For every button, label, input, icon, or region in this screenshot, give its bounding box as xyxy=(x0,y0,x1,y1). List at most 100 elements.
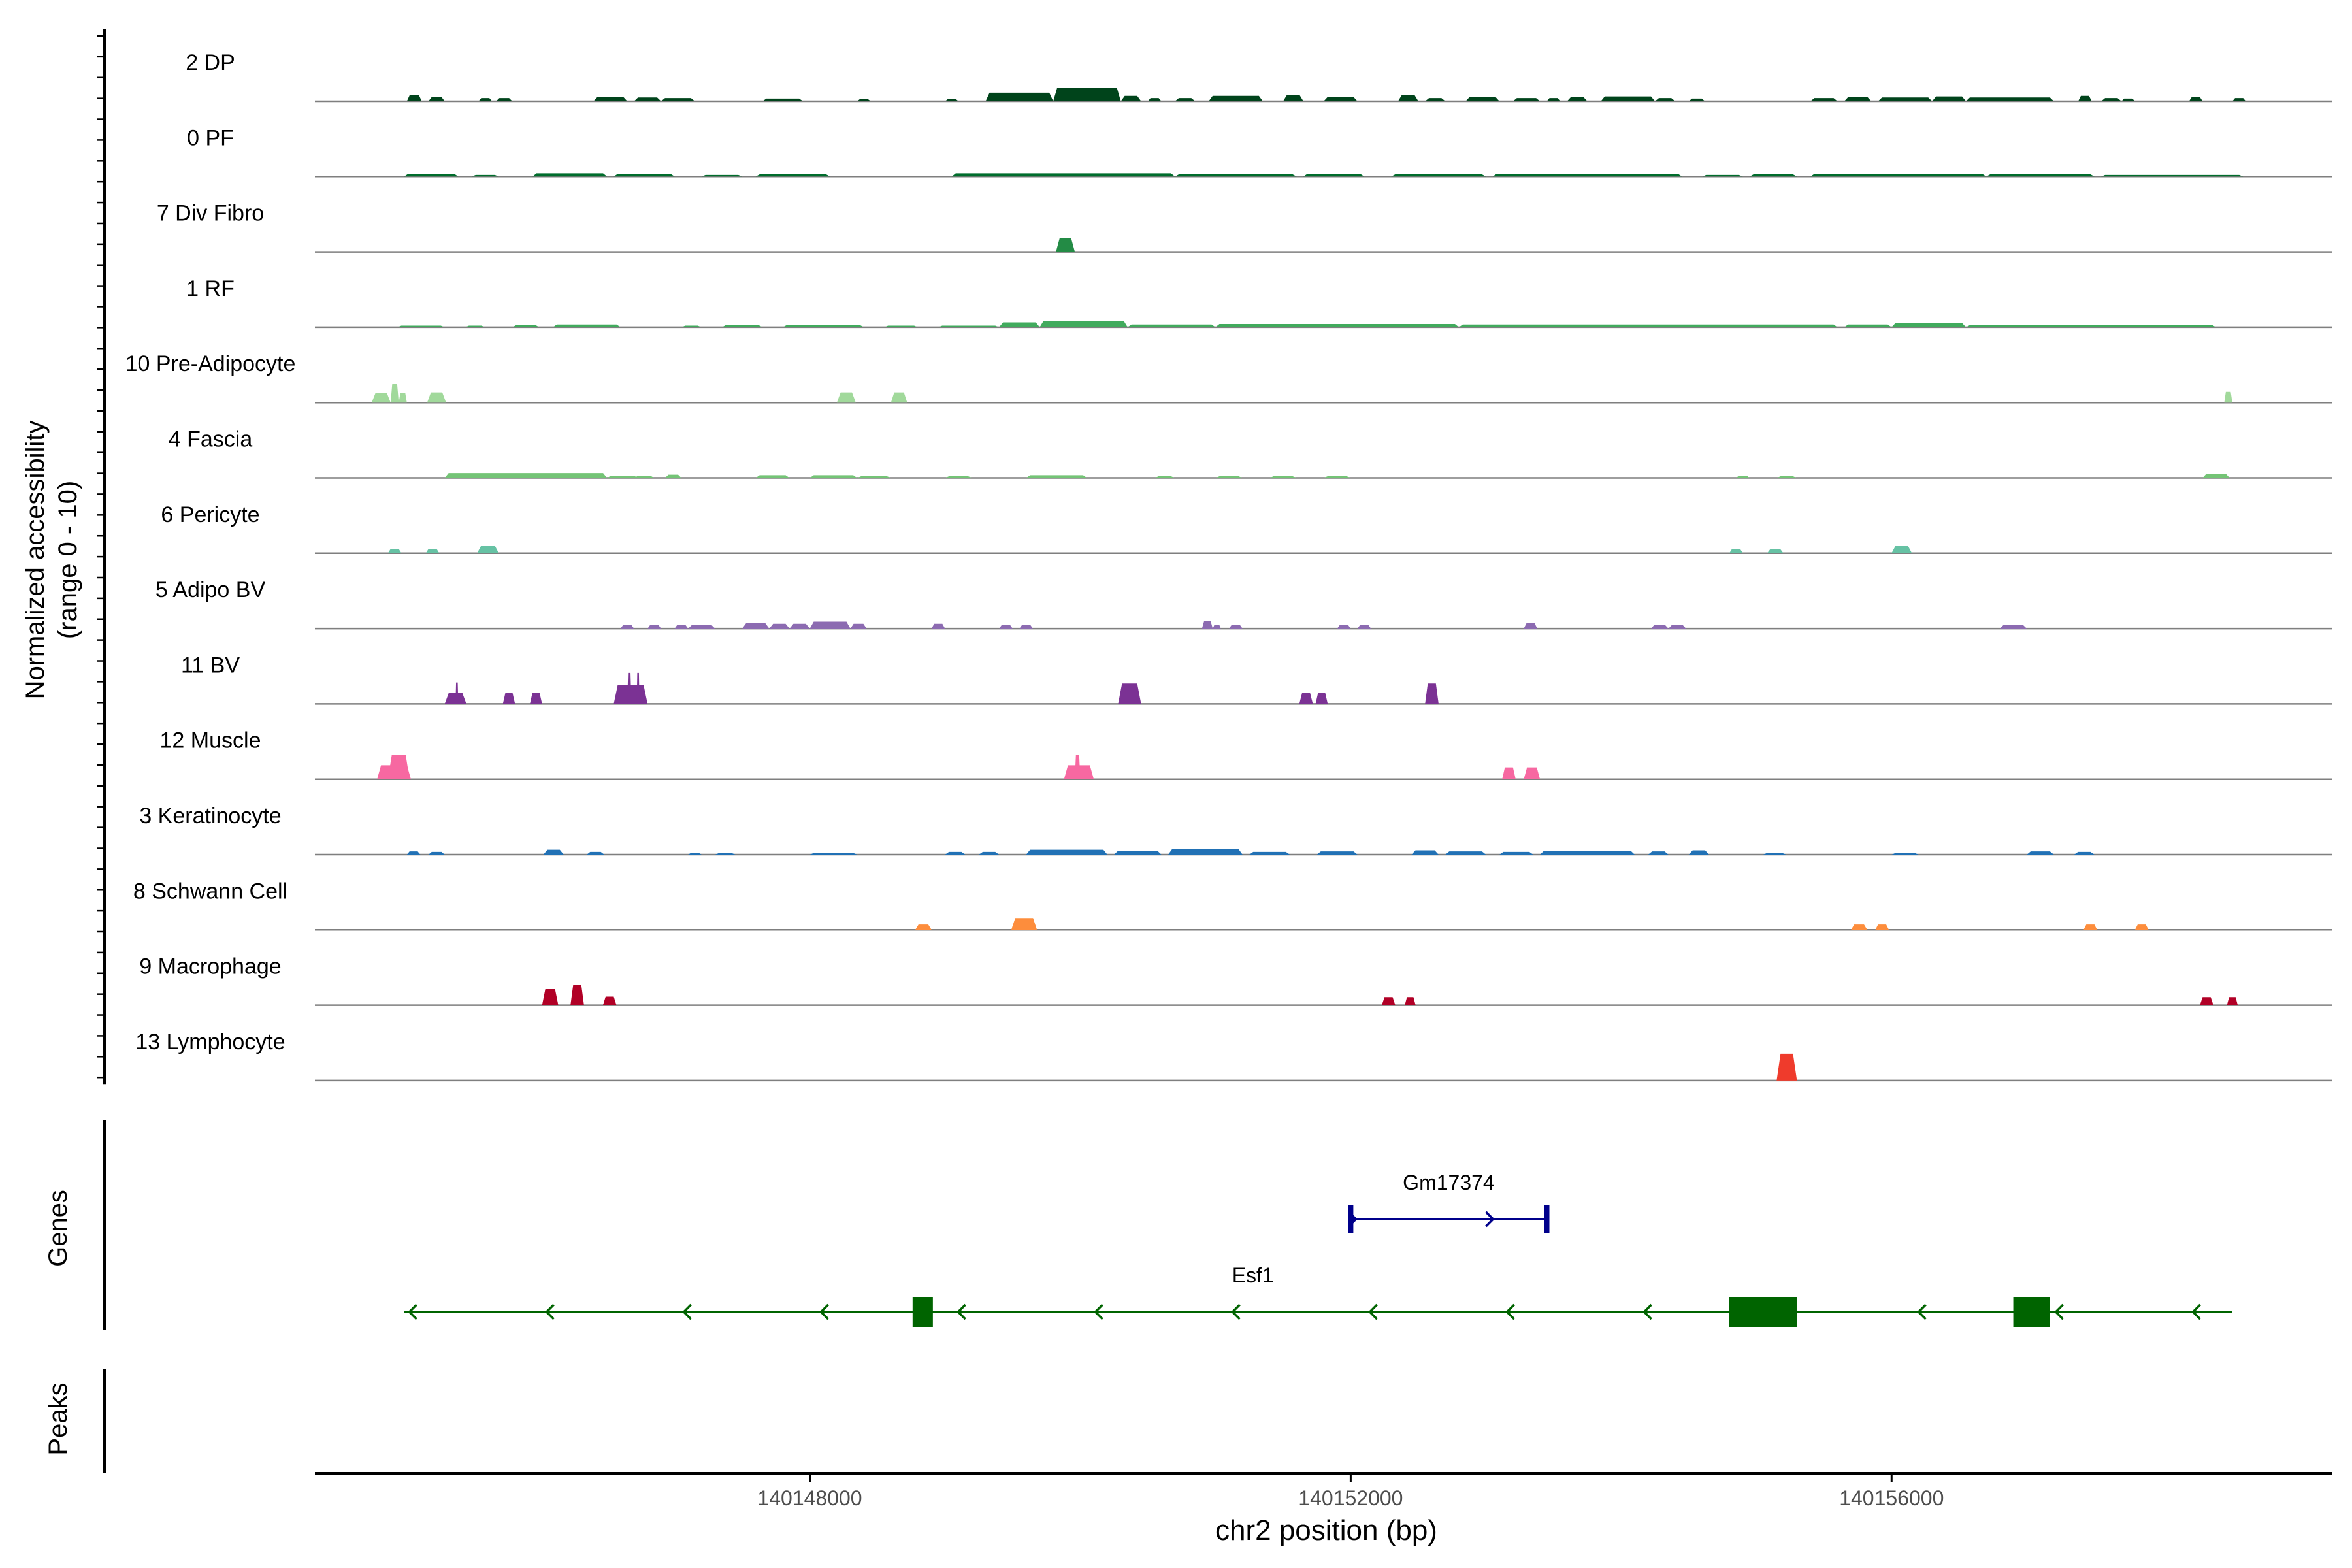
coverage-peak xyxy=(1540,851,1635,855)
coverage-peak xyxy=(1056,238,1075,252)
coverage-peak xyxy=(1844,97,1872,101)
coverage-peak xyxy=(755,174,830,177)
coverage-peak xyxy=(607,476,638,478)
coverage-peak xyxy=(1215,476,1243,478)
coverage-peak xyxy=(478,98,493,101)
coverage-peak xyxy=(406,851,421,855)
coverage-peak xyxy=(688,625,715,629)
track-label: 12 Muscle xyxy=(160,728,261,753)
track-12-muscle: 12 Muscle xyxy=(160,728,2332,780)
coverage-peak xyxy=(399,393,407,403)
coverage-peak xyxy=(1810,174,1987,177)
coverage-peak xyxy=(1053,88,1121,101)
strand-arrow xyxy=(1917,1303,1927,1320)
track-3-keratinocyte: 3 Keratinocyte xyxy=(139,804,2332,856)
coverage-peak xyxy=(1650,625,1669,629)
track-label: 2 DP xyxy=(186,50,235,75)
coverage-peak xyxy=(999,625,1013,629)
coverage-peak xyxy=(636,672,640,704)
coverage-peak xyxy=(1524,767,1541,779)
coverage-peak xyxy=(587,851,604,855)
coverage-peak xyxy=(1425,98,1446,101)
y-axis xyxy=(97,29,106,1085)
coverage-peak xyxy=(1249,851,1290,855)
track-label: 4 Fascia xyxy=(169,427,253,452)
track-7-div-fibro: 7 Div Fibro xyxy=(157,201,2332,253)
coverage-peak xyxy=(1357,625,1371,629)
exon xyxy=(912,1297,933,1327)
coverage-peak xyxy=(472,174,499,177)
coverage-peak xyxy=(1209,95,1263,101)
track-13-lymphocyte: 13 Lymphocyte xyxy=(135,1030,2332,1082)
coverage-peak xyxy=(2083,924,2097,930)
coverage-peak xyxy=(836,392,856,403)
coverage-peak xyxy=(1458,324,1838,327)
coverage-peak xyxy=(1601,96,1656,101)
coverage-peak xyxy=(593,97,628,101)
peaks-panel-label: Peaks xyxy=(44,1382,73,1455)
coverage-peak xyxy=(1026,475,1087,478)
track-label: 6 Pericyte xyxy=(161,502,259,527)
coverage-peak xyxy=(1425,683,1439,704)
coverage-peak xyxy=(945,99,959,101)
coverage-peak xyxy=(1445,851,1486,855)
coverage-peak xyxy=(789,623,810,629)
strand-arrow xyxy=(682,1303,692,1320)
coverage-peak xyxy=(1966,325,2217,327)
coverage-peak xyxy=(502,693,515,704)
x-axis: chr2 position (bp) 140148000 140152000 140… xyxy=(315,1472,2332,1546)
coverage-peak xyxy=(1546,98,1561,101)
coverage-peak xyxy=(938,325,1000,327)
coverage-peak xyxy=(2101,174,2244,177)
coverage-peak xyxy=(1851,924,1868,930)
strand-arrow xyxy=(1231,1303,1241,1320)
y-axis-title-line2: (range 0 - 10) xyxy=(54,481,82,639)
coverage-peak xyxy=(1405,997,1416,1005)
coverage-peak xyxy=(999,322,1040,327)
coverage-peak xyxy=(1114,851,1162,855)
coverage-peak xyxy=(532,173,608,177)
coverage-peak xyxy=(1229,625,1243,629)
y-axis-title: Normalized accessibility (range 0 - 10) xyxy=(21,421,82,700)
coverage-peak xyxy=(530,693,542,704)
coverage-peak xyxy=(890,392,907,403)
coverage-peak xyxy=(1127,324,1216,327)
coverage-peak xyxy=(543,849,564,855)
track-label: 3 Keratinocyte xyxy=(139,804,281,828)
exon xyxy=(1729,1297,1797,1327)
coverage-peak xyxy=(1891,323,1967,327)
coverage-peak xyxy=(1391,174,1486,177)
coverage-peak xyxy=(1499,851,1533,855)
coverage-peak xyxy=(1688,850,1709,855)
coverage-peak xyxy=(1736,476,1750,478)
coverage-peak xyxy=(769,623,790,629)
coverage-peak xyxy=(979,851,1000,855)
track-label: 0 PF xyxy=(187,125,234,150)
coverage-peak xyxy=(1767,549,1784,553)
coverage-peak xyxy=(1702,174,1743,177)
coverage-peak xyxy=(945,476,972,478)
coverage-peak xyxy=(428,97,445,101)
coverage-peak xyxy=(809,621,851,629)
coverage-peak xyxy=(1891,546,1912,553)
coverage-peak xyxy=(2027,851,2054,855)
coverage-peak xyxy=(2224,391,2232,403)
coverage-peak xyxy=(1269,476,1297,478)
track-label: 11 BV xyxy=(181,653,240,678)
strand-arrow xyxy=(1485,1211,1495,1228)
coverage-peak xyxy=(390,384,399,403)
coverage-peak xyxy=(2202,473,2230,478)
coverage-peak xyxy=(542,989,559,1005)
coverage-peak xyxy=(1215,323,1459,327)
strand-arrow xyxy=(545,1303,555,1320)
coverage-peak xyxy=(1567,97,1588,101)
coverage-peak xyxy=(1201,621,1213,629)
coverage-peak xyxy=(985,92,1054,101)
coverage-peak xyxy=(1465,97,1500,101)
coverage-peak xyxy=(1315,693,1328,704)
exon xyxy=(2013,1297,2050,1327)
coverage-peak xyxy=(661,98,695,101)
gene-label: Esf1 xyxy=(1232,1264,1274,1287)
coverage-peak xyxy=(1282,95,1303,101)
